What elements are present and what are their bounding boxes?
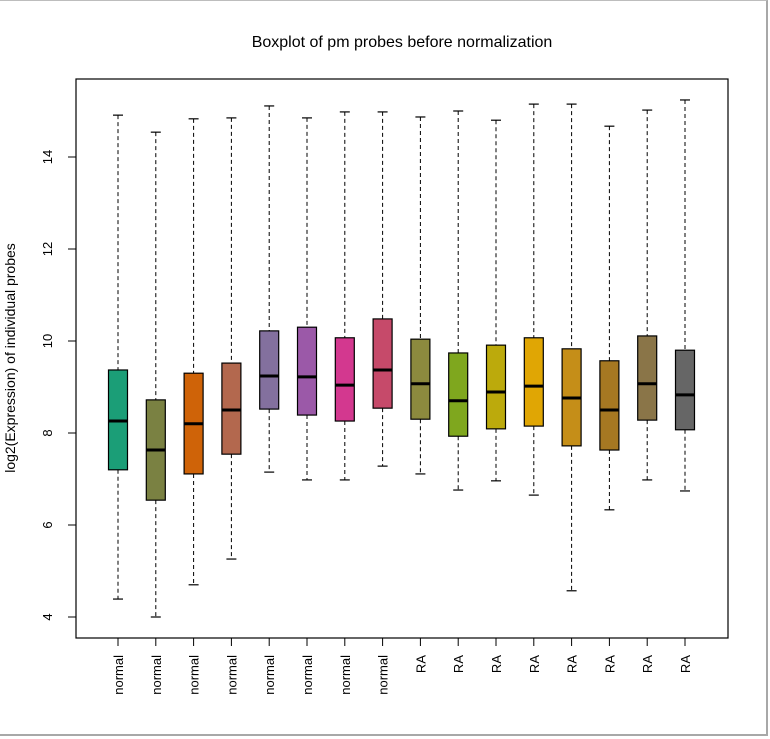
x-tick-label: RA bbox=[489, 655, 504, 673]
chart-title: Boxplot of pm probes before normalizatio… bbox=[252, 34, 553, 51]
box-group bbox=[107, 114, 129, 600]
box-group bbox=[599, 125, 620, 511]
y-tick-label: 10 bbox=[40, 334, 55, 348]
box-group bbox=[448, 110, 469, 491]
y-tick-label: 4 bbox=[40, 613, 55, 620]
x-tick-label: normal bbox=[149, 655, 164, 695]
x-tick-label: RA bbox=[565, 655, 580, 673]
box-group bbox=[334, 111, 355, 481]
x-tick-label: RA bbox=[527, 655, 542, 673]
box-iqr bbox=[296, 326, 318, 416]
box-group bbox=[523, 103, 544, 496]
x-tick-label: normal bbox=[300, 655, 315, 695]
y-tick-label: 14 bbox=[40, 150, 55, 164]
x-tick-label: normal bbox=[111, 655, 126, 695]
x-tick-label: RA bbox=[678, 655, 693, 673]
plot-area-border bbox=[75, 78, 729, 639]
box-group bbox=[259, 105, 280, 473]
y-tick-label: 8 bbox=[40, 429, 55, 436]
box-group bbox=[145, 131, 166, 618]
x-tick-label: normal bbox=[224, 655, 239, 695]
box-group bbox=[183, 118, 204, 586]
box-group bbox=[485, 119, 507, 482]
box-iqr bbox=[674, 349, 696, 431]
box-group bbox=[296, 117, 318, 481]
box-group bbox=[637, 109, 658, 481]
box-iqr bbox=[485, 344, 507, 430]
box-iqr bbox=[259, 330, 280, 410]
box-iqr bbox=[334, 337, 355, 422]
box-iqr bbox=[448, 352, 469, 437]
x-tick-label: RA bbox=[640, 655, 655, 673]
box-iqr bbox=[599, 360, 620, 451]
x-tick-label: RA bbox=[451, 655, 466, 673]
box-iqr bbox=[637, 335, 658, 421]
box-iqr bbox=[523, 337, 544, 427]
box-group bbox=[372, 111, 393, 467]
x-tick-label: RA bbox=[413, 655, 428, 673]
box-iqr bbox=[372, 318, 393, 409]
y-tick-label: 6 bbox=[40, 521, 55, 528]
x-tick-label: normal bbox=[338, 655, 353, 695]
y-tick-label: 12 bbox=[40, 242, 55, 256]
box-group bbox=[221, 117, 242, 560]
x-axis: normal normal normal normal normal normal norm… bbox=[111, 637, 693, 695]
box-group bbox=[674, 99, 696, 492]
x-tick-label: normal bbox=[376, 655, 391, 695]
y-axis: 4 6 8 10 12 14 bbox=[40, 150, 77, 621]
box-group bbox=[561, 103, 582, 592]
x-tick-label: normal bbox=[262, 655, 277, 695]
box-iqr bbox=[410, 338, 431, 420]
y-axis-label: log2(Expression) of individual probes bbox=[2, 243, 18, 473]
x-tick-label: RA bbox=[602, 655, 617, 673]
x-tick-label: normal bbox=[187, 655, 202, 695]
box-group bbox=[410, 116, 431, 475]
boxes bbox=[107, 99, 696, 618]
